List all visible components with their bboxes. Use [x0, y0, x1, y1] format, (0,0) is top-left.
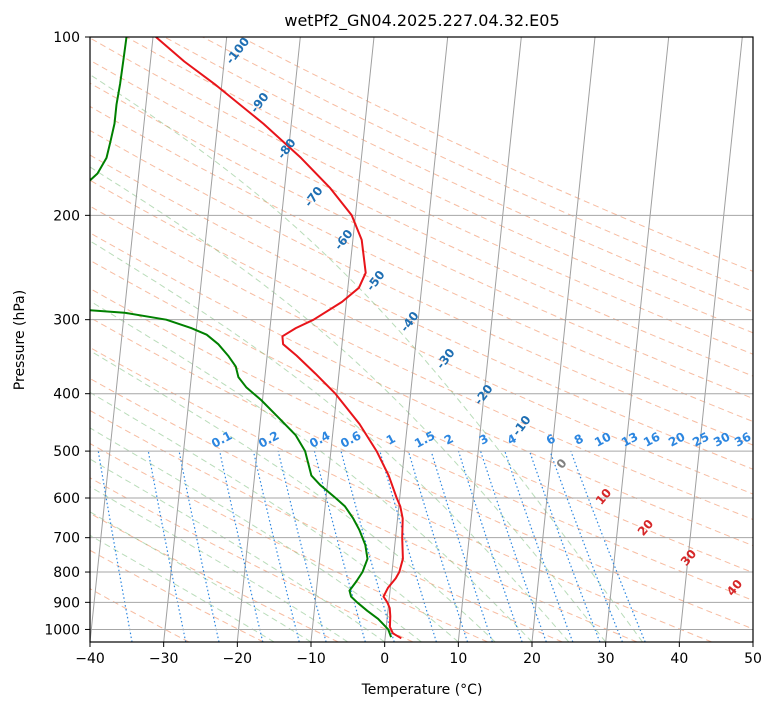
dry-adiabat: [90, 129, 753, 446]
chart-title: wetPf2_GN04.2025.227.04.32.E05: [284, 11, 559, 31]
x-tick-label: 10: [449, 651, 467, 667]
dry-adiabat: [90, 377, 638, 642]
axes: −40 −30 −20 −10 0 10 20 30 40 50 100 200 300 400 500 60…: [44, 30, 762, 667]
moist-adiabat: [90, 458, 385, 642]
y-axis-label: Pressure (hPa): [12, 290, 28, 390]
mixing-ratio-line: [178, 450, 220, 642]
temperature-profile: [155, 37, 404, 640]
mixing-ratio-label: 20: [666, 429, 687, 449]
isotherm: [678, 37, 743, 642]
moist-adiabat: [90, 427, 422, 642]
mixing-ratio-line: [480, 450, 547, 642]
isotherm: [163, 37, 228, 642]
moist-adiabat: [90, 74, 643, 642]
dry-adiabat: [90, 409, 563, 642]
mixing-ratio-line: [340, 450, 395, 642]
moist-adiabat: [90, 350, 496, 642]
plot-frame: [89, 36, 754, 643]
y-tick-label: 600: [53, 491, 80, 507]
y-tick-label: 400: [53, 387, 80, 403]
mixing-ratio-line: [313, 450, 366, 642]
mixing-ratio-line: [379, 450, 437, 642]
x-tick-label: 40: [670, 651, 688, 667]
y-tick-label: 500: [53, 444, 80, 460]
isotherm: [605, 37, 670, 642]
dewpoint-profile: [90, 37, 393, 638]
x-tick-label: −20: [223, 651, 253, 667]
moist-adiabat: [90, 240, 570, 642]
mixing-ratio-line: [430, 450, 493, 642]
mixing-ratio-line: [219, 450, 264, 642]
mixing-ratio-line: [407, 450, 469, 642]
plot-lines: [90, 37, 753, 642]
mixing-ratio-line: [277, 450, 327, 642]
mixing-ratio-line: [457, 450, 523, 642]
dry-adiabat: [90, 37, 753, 355]
y-tick-label: 700: [53, 531, 80, 547]
mixing-ratio-label: 36: [732, 429, 753, 449]
isotherm: [457, 37, 522, 642]
dry-adiabat: [202, 37, 753, 292]
mixing-ratio-line: [252, 450, 300, 642]
dry-adiabat: [90, 346, 712, 642]
y-tick-label: 900: [53, 595, 80, 611]
mixing-ratio-label: 25: [690, 429, 711, 449]
mixing-ratio-line: [549, 450, 623, 642]
mixing-ratio-line: [570, 450, 646, 642]
dry-adiabat: [90, 549, 264, 642]
dry-adiabat: [90, 205, 753, 521]
isotherm: [310, 37, 375, 642]
y-tick-label: 1000: [44, 622, 80, 638]
x-tick-label: 20: [523, 651, 541, 667]
x-tick-label: 0: [380, 651, 389, 667]
isotherm: [236, 37, 301, 642]
x-axis-label: Temperature (°C): [361, 682, 483, 698]
mixing-ratio-label: 13: [619, 429, 640, 449]
mixing-ratio-line: [528, 450, 601, 642]
x-tick-label: 50: [744, 651, 762, 667]
dry-adiabat: [90, 442, 488, 642]
x-tick-label: 30: [597, 651, 615, 667]
isotherm: [90, 37, 154, 642]
y-tick-label: 200: [53, 208, 80, 224]
y-tick-label: 300: [53, 313, 80, 329]
x-tick-label: −30: [149, 651, 179, 667]
mixing-ratio-label: 16: [641, 429, 662, 449]
x-tick-label: −40: [75, 651, 105, 667]
moist-adiabat: [90, 534, 275, 642]
moist-adiabat: [90, 391, 459, 642]
y-tick-label: 800: [53, 565, 80, 581]
dry-adiabat: [90, 512, 339, 642]
mixing-ratio-line: [147, 450, 187, 642]
mixing-ratio-label: 30: [711, 429, 732, 449]
moist-adiabat: [90, 166, 607, 642]
x-tick-label: −10: [296, 651, 326, 667]
dry-adiabat: [90, 179, 753, 495]
isotherm: [531, 37, 596, 642]
dry-adiabat: [90, 105, 753, 423]
mixing-ratio-line: [504, 450, 574, 642]
isotherm: [384, 37, 449, 642]
dry-adiabat: [90, 317, 753, 630]
y-tick-label: 100: [53, 30, 80, 46]
mixing-ratio-label: 10: [592, 429, 613, 449]
